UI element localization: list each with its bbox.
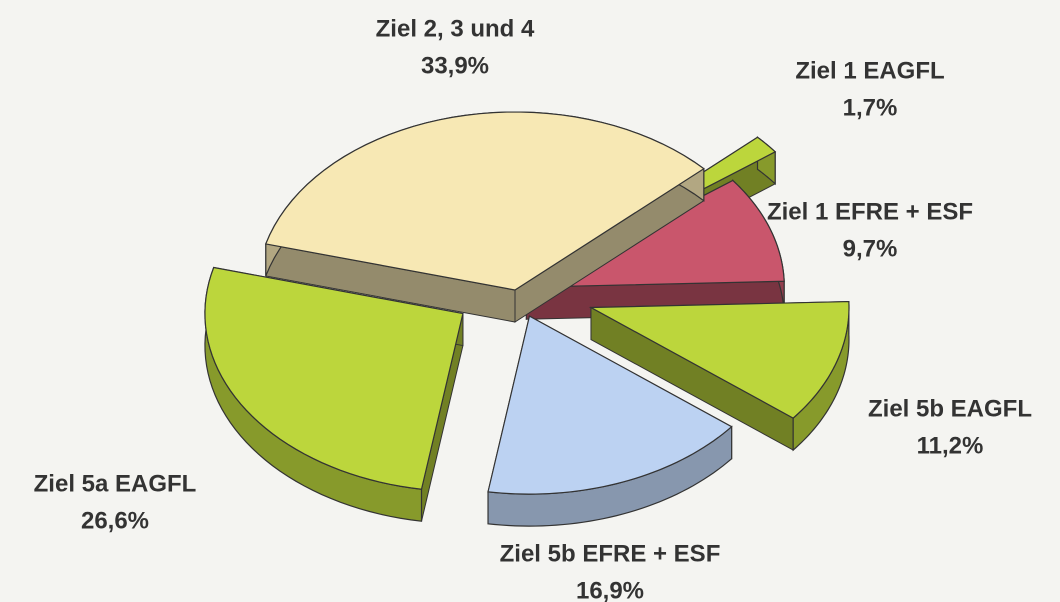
slice-label: Ziel 1 EAGFL (795, 57, 944, 84)
slice-label: Ziel 5b EAGFL (868, 395, 1032, 422)
slice-label: Ziel 5a EAGFL (34, 470, 197, 497)
slice-value-label: 33,9% (421, 52, 489, 79)
slice (487, 315, 733, 495)
slice-label: Ziel 5b EFRE + ESF (500, 540, 721, 567)
slice (204, 266, 464, 490)
slice-value-label: 11,2% (917, 432, 984, 459)
slice (588, 300, 850, 419)
slice-value-label: 16,9% (576, 577, 644, 602)
slice-label: Ziel 1 EFRE + ESF (767, 198, 973, 225)
slice-value-label: 26,6% (81, 507, 149, 534)
slice (264, 111, 705, 291)
slice-value-label: 1,7% (843, 94, 898, 121)
slice-value-label: 9,7% (843, 235, 898, 262)
slice-label: Ziel 2, 3 und 4 (376, 15, 535, 42)
